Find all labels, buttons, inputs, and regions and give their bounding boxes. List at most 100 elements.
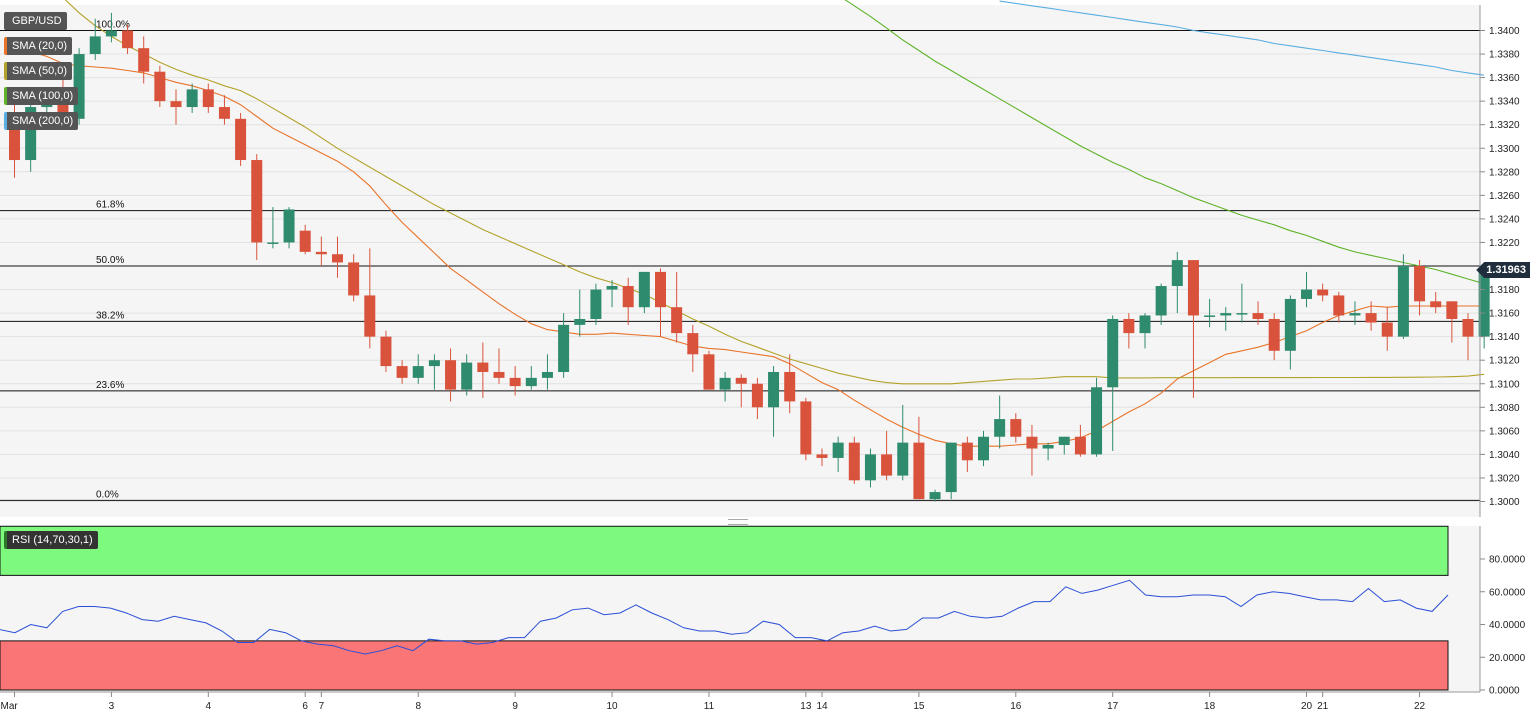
candle-body: [606, 286, 618, 290]
candle-body: [574, 318, 586, 325]
candlesticks: [9, 12, 1490, 502]
candle-body: [541, 371, 553, 378]
fib-level-label: 61.8%: [96, 200, 124, 211]
candle-body: [1139, 315, 1151, 334]
candle-body: [1155, 286, 1167, 316]
candle-body: [1204, 315, 1216, 317]
date-tick-label: 11: [704, 701, 715, 712]
date-tick-label: 10: [606, 701, 618, 712]
candle-body: [477, 362, 489, 372]
main-panel: [0, 5, 1480, 517]
candle-body: [1074, 436, 1086, 455]
candle-body: [1058, 436, 1070, 445]
candle-body: [1026, 436, 1038, 449]
candle-body: [978, 436, 989, 461]
candle-body: [1123, 318, 1135, 334]
price-tick-label: 1.3220: [1489, 238, 1520, 249]
legend-sma20[interactable]: SMA (20,0): [4, 35, 78, 57]
rsi-plot: 0.0000 20.0000 40.0000 60.0000 80.0000: [0, 525, 1526, 697]
candle-body: [994, 419, 1006, 437]
candle-body: [412, 366, 424, 378]
candle-body: [380, 336, 392, 367]
price-tick-label: 1.3300: [1489, 144, 1520, 155]
candle-body: [881, 454, 893, 476]
legend-label: SMA (20,0): [4, 37, 73, 55]
candle-body: [396, 366, 408, 378]
legend-label: GBP/USD: [4, 12, 67, 30]
candle-body: [364, 295, 376, 337]
candle-body: [558, 324, 570, 372]
price-tick-label: 1.3320: [1489, 120, 1520, 131]
price-tick-label: 1.3160: [1489, 309, 1520, 320]
candle-body: [784, 371, 796, 402]
date-tick-label: 20: [1301, 701, 1313, 712]
legend-sma50[interactable]: SMA (50,0): [4, 60, 78, 82]
candle-body: [945, 442, 957, 493]
candle-body: [929, 492, 941, 500]
date-tick-label: 15: [913, 701, 925, 712]
candle-body: [1462, 318, 1474, 337]
panel-resize-handle[interactable]: [728, 519, 748, 525]
candle-body: [267, 242, 279, 244]
candle-body: [348, 262, 360, 296]
candle-body: [299, 230, 311, 252]
candle-body: [703, 354, 715, 390]
candle-body: [73, 54, 85, 119]
price-tick-label: 1.3000: [1489, 497, 1520, 508]
candle-body: [1349, 313, 1361, 316]
candle-body: [122, 30, 134, 49]
candle-body: [170, 101, 182, 108]
candle-body: [1446, 301, 1458, 319]
price-tick-label: 1.3240: [1489, 214, 1520, 225]
candle-body: [25, 107, 37, 161]
price-tick-label: 1.3400: [1489, 26, 1520, 37]
candle-body: [1010, 419, 1022, 437]
price-tick-label: 1.3080: [1489, 403, 1520, 414]
date-tick-label: 3: [109, 701, 115, 712]
candle-body: [590, 289, 602, 319]
date-tick-label: 8: [415, 701, 421, 712]
candle-body: [428, 360, 440, 367]
price-tick-label: 1.3040: [1489, 450, 1520, 461]
date-tick-label: 21: [1317, 701, 1329, 712]
date-tick-label: 22: [1414, 701, 1426, 712]
candle-body: [202, 89, 214, 108]
price-tick-label: 1.3380: [1489, 50, 1520, 61]
candle-body: [768, 371, 780, 408]
date-tick-label: 9: [512, 701, 518, 712]
candle-body: [445, 360, 457, 390]
candle-body: [461, 362, 473, 390]
sma100-line: [844, 0, 1485, 285]
fib-level-label: 50.0%: [96, 255, 124, 266]
price-tick-label: 1.3180: [1489, 285, 1520, 296]
rsi-oversold-zone: [0, 640, 1449, 691]
candle-body: [1220, 313, 1232, 316]
date-axis: Mar 3 4 6 7 8 9 10 11 13 14 15 16 17 18 20 21 22: [0, 691, 1480, 712]
candle-body: [186, 89, 198, 108]
rsi-legend-label[interactable]: RSI (14,70,30,1): [4, 531, 98, 549]
sma20-line: [14, 47, 1485, 447]
price-tick-label: 1.3140: [1489, 332, 1520, 343]
candle-body: [671, 307, 683, 334]
price-tick-label: 1.3280: [1489, 167, 1520, 178]
rsi-tick-label: 0.0000: [1489, 686, 1520, 697]
rsi-tick-label: 80.0000: [1489, 555, 1526, 566]
candle-body: [816, 454, 828, 458]
date-tick-label: 6: [302, 701, 308, 712]
legend-sma100[interactable]: SMA (100,0): [4, 85, 79, 107]
legend-instrument[interactable]: GBP/USD: [4, 10, 78, 32]
candle-body: [1333, 295, 1345, 316]
legend-sma200[interactable]: SMA (200,0): [4, 110, 79, 132]
rsi-tick-label: 40.0000: [1489, 620, 1526, 631]
candle-body: [1252, 313, 1264, 319]
candle-body: [9, 112, 20, 161]
candle-body: [138, 48, 150, 72]
candle-body: [638, 271, 650, 308]
sma50-line: [64, 0, 1485, 385]
candle-body: [154, 71, 166, 102]
candle-body: [848, 442, 860, 481]
price-tick-label: 1.3020: [1489, 473, 1520, 484]
candle-body: [832, 442, 844, 458]
date-tick-label: 17: [1107, 701, 1119, 712]
